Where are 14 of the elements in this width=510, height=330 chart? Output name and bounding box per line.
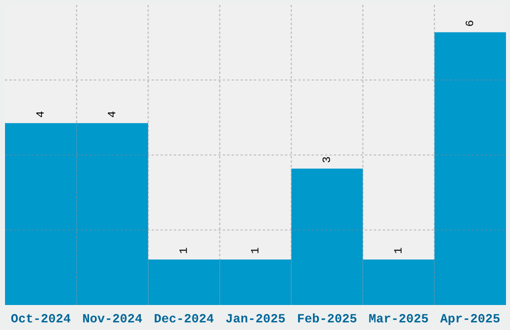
data-label: 4: [36, 112, 44, 118]
x-tick-label: Feb-2025: [298, 313, 356, 323]
x-tick-label: Oct-2024: [11, 314, 70, 323]
x-tick-label: Mar-2025: [369, 314, 428, 323]
x-tick-label: Dec-2024: [154, 314, 214, 323]
x-tick-label: Jan-2025: [226, 314, 285, 323]
data-label: 3: [322, 157, 330, 162]
data-label: 6: [466, 20, 474, 26]
data-label: 1: [251, 248, 258, 254]
data-label: 1: [179, 248, 187, 254]
data-label: 4: [108, 112, 116, 118]
x-tick-label: Apr-2025: [440, 314, 500, 325]
x-tick-label: Nov-2024: [83, 314, 142, 323]
data-label: 1: [394, 248, 402, 254]
